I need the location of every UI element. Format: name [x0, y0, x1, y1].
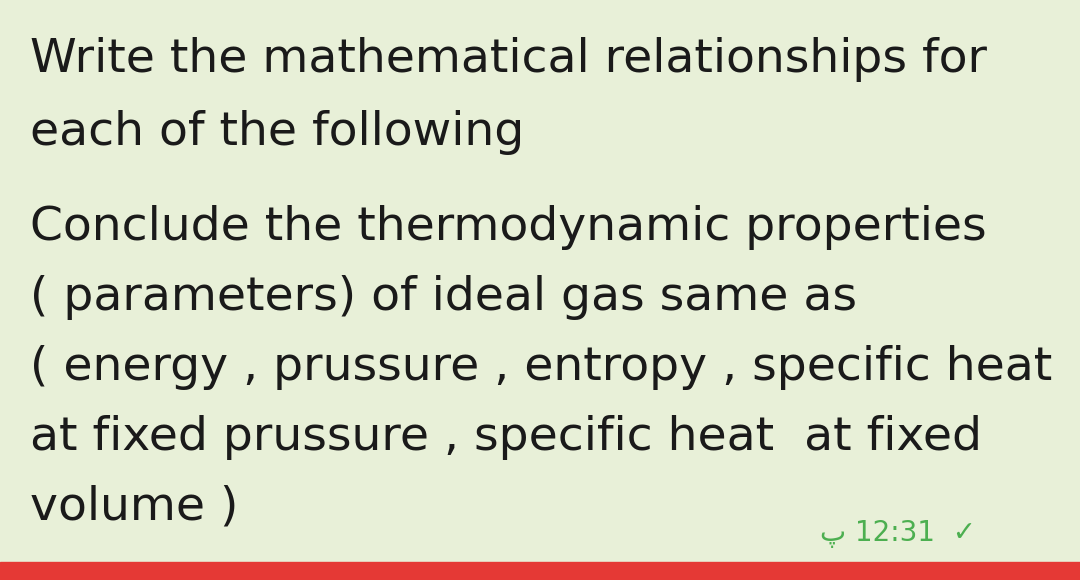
Text: پ 12:31  ✓: پ 12:31 ✓ — [820, 520, 976, 548]
Bar — [0, 562, 1080, 580]
Text: ( parameters) of ideal gas same as: ( parameters) of ideal gas same as — [30, 275, 858, 320]
Text: Conclude the thermodynamic properties: Conclude the thermodynamic properties — [30, 205, 987, 250]
Text: at fixed prussure , specific heat  at fixed: at fixed prussure , specific heat at fix… — [30, 415, 982, 460]
Text: Write the mathematical relationships for: Write the mathematical relationships for — [30, 37, 987, 82]
FancyBboxPatch shape — [0, 12, 1076, 576]
Text: each of the following: each of the following — [30, 110, 524, 155]
Text: volume ): volume ) — [30, 485, 239, 530]
Text: ( energy , prussure , entropy , specific heat: ( energy , prussure , entropy , specific… — [30, 345, 1052, 390]
